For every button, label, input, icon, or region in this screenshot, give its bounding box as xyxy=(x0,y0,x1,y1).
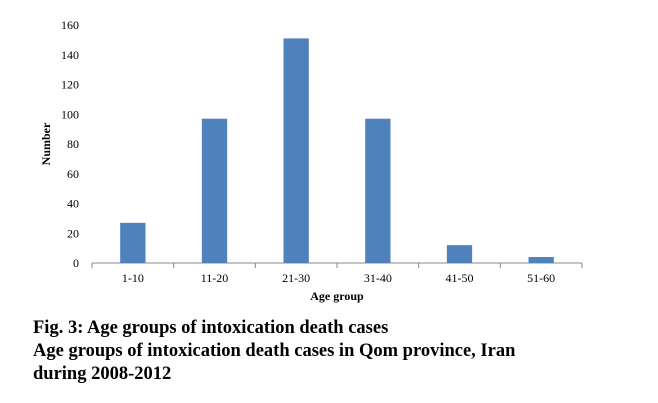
y-tick-label: 100 xyxy=(61,107,79,121)
x-tick-label: 51-60 xyxy=(527,271,555,285)
x-tick-label: 11-20 xyxy=(201,271,229,285)
bar-21-30 xyxy=(283,38,309,264)
y-tick-label: 80 xyxy=(67,137,79,151)
x-tick-label: 41-50 xyxy=(446,271,474,285)
y-tick-label: 160 xyxy=(61,18,79,32)
x-axis-ticks: 1-10 11-20 21-30 31-40 41-50 51-60 xyxy=(91,263,583,285)
bars xyxy=(120,38,554,264)
caption-description-line-2: during 2008-2012 xyxy=(33,364,172,384)
y-axis-ticks: 0 20 40 60 80 100 120 140 160 xyxy=(61,18,79,270)
bar-51-60 xyxy=(528,257,554,263)
x-tick-label: 31-40 xyxy=(364,271,392,285)
caption-title: Fig. 3: Age groups of intoxication death… xyxy=(33,318,389,338)
y-tick-label: 60 xyxy=(67,167,79,181)
y-tick-label: 140 xyxy=(61,48,79,62)
bar-31-40 xyxy=(365,118,391,264)
bar-41-50 xyxy=(446,245,473,263)
bar-11-20 xyxy=(201,118,228,264)
x-axis-title: Age group xyxy=(310,289,364,303)
figure-caption: Fig. 3: Age groups of intoxication death… xyxy=(33,317,643,386)
y-tick-label: 0 xyxy=(73,256,79,270)
bar-chart: 0 20 40 60 80 100 120 140 160 1-10 11-20 21-30 31-4… xyxy=(39,18,583,303)
y-tick-label: 20 xyxy=(67,226,79,240)
y-axis-title: Number xyxy=(39,122,53,165)
bar-1-10 xyxy=(120,222,146,263)
x-tick-label: 21-30 xyxy=(282,271,310,285)
x-tick-label: 1-10 xyxy=(122,271,144,285)
caption-description-line-1: Age groups of intoxication death cases i… xyxy=(33,341,516,361)
y-tick-label: 40 xyxy=(67,197,79,211)
y-tick-label: 120 xyxy=(61,78,79,92)
